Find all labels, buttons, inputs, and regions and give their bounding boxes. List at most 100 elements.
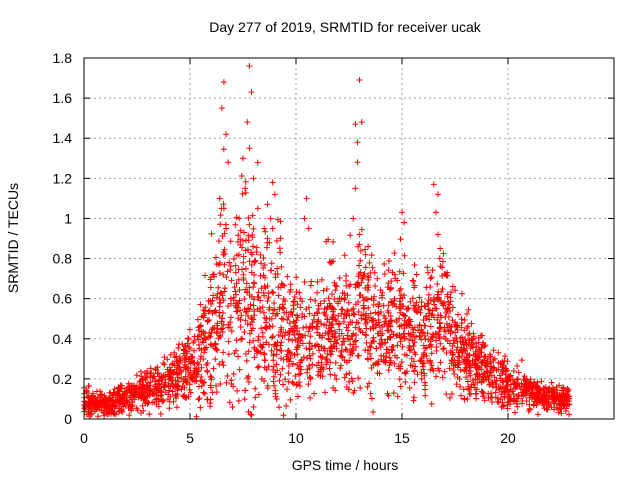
data-point (341, 290, 348, 297)
data-point (420, 342, 427, 349)
data-point (277, 249, 284, 256)
data-point (343, 371, 350, 378)
data-point (261, 351, 268, 358)
data-point (396, 298, 403, 305)
data-point (200, 335, 207, 342)
data-point (411, 394, 418, 401)
data-point (278, 263, 285, 270)
data-point (368, 252, 375, 259)
data-point (439, 285, 446, 292)
data-point (258, 260, 265, 267)
data-point (119, 409, 126, 416)
data-point (341, 374, 348, 381)
data-point (338, 310, 345, 317)
data-point (368, 339, 375, 346)
data-point (272, 393, 279, 400)
data-point (473, 371, 480, 378)
data-point (264, 235, 271, 242)
data-point (258, 343, 265, 350)
data-point (280, 381, 287, 388)
data-point (174, 358, 181, 365)
data-point (325, 295, 332, 302)
data-point (260, 309, 267, 316)
data-point (459, 334, 466, 341)
data-point (367, 270, 374, 277)
data-point (175, 383, 182, 390)
data-point (424, 301, 431, 308)
data-point (541, 391, 548, 398)
data-point (237, 307, 244, 314)
data-point (233, 347, 240, 354)
data-point (332, 287, 339, 294)
data-point (224, 372, 231, 379)
data-point (260, 254, 267, 261)
data-point (272, 274, 279, 281)
data-point (230, 294, 237, 301)
data-point (250, 175, 257, 182)
data-point (249, 243, 256, 250)
data-point (344, 307, 351, 314)
data-point (356, 241, 363, 248)
data-point (410, 278, 417, 285)
data-point (427, 275, 434, 282)
data-point (350, 310, 357, 317)
data-point (369, 264, 376, 271)
data-point (195, 396, 202, 403)
data-point (343, 347, 350, 354)
data-point (388, 298, 395, 305)
data-point (428, 350, 435, 357)
data-point (372, 309, 379, 316)
data-point (461, 395, 468, 402)
data-point (322, 312, 329, 319)
data-point (239, 190, 246, 197)
data-point (420, 359, 427, 366)
data-point (515, 395, 522, 402)
data-point (246, 221, 253, 228)
data-point (345, 386, 352, 393)
data-point (248, 327, 255, 334)
data-point (203, 344, 210, 351)
data-point (133, 372, 140, 379)
data-point (291, 294, 298, 301)
data-point (294, 361, 301, 368)
data-point (368, 364, 375, 371)
data-point (229, 403, 236, 410)
data-point (435, 294, 442, 301)
data-point (435, 231, 442, 238)
data-point (465, 361, 472, 368)
data-point (233, 252, 240, 259)
data-point (441, 345, 448, 352)
data-point (237, 227, 244, 234)
data-point (556, 393, 563, 400)
data-point (400, 270, 407, 277)
data-point (534, 411, 541, 418)
data-point (322, 330, 329, 337)
data-point (191, 337, 198, 344)
data-point (513, 376, 520, 383)
data-point (359, 294, 366, 301)
data-point (225, 351, 232, 358)
data-point (245, 232, 252, 239)
data-point (437, 263, 444, 270)
data-point (536, 387, 543, 394)
data-point (306, 310, 313, 317)
data-point (274, 367, 281, 374)
data-point (227, 238, 234, 245)
data-point (317, 366, 324, 373)
data-point (358, 315, 365, 322)
data-point (366, 380, 373, 387)
data-point (255, 391, 262, 398)
data-point (434, 312, 441, 319)
data-point (280, 412, 287, 419)
data-point (488, 390, 495, 397)
data-point (285, 336, 292, 343)
data-point (401, 252, 408, 259)
data-point (264, 282, 271, 289)
x-tick-label: 5 (186, 430, 194, 446)
data-point (251, 308, 258, 315)
data-point (241, 396, 248, 403)
data-point (410, 343, 417, 350)
data-point (278, 339, 285, 346)
data-point (437, 359, 444, 366)
data-point (167, 351, 174, 358)
